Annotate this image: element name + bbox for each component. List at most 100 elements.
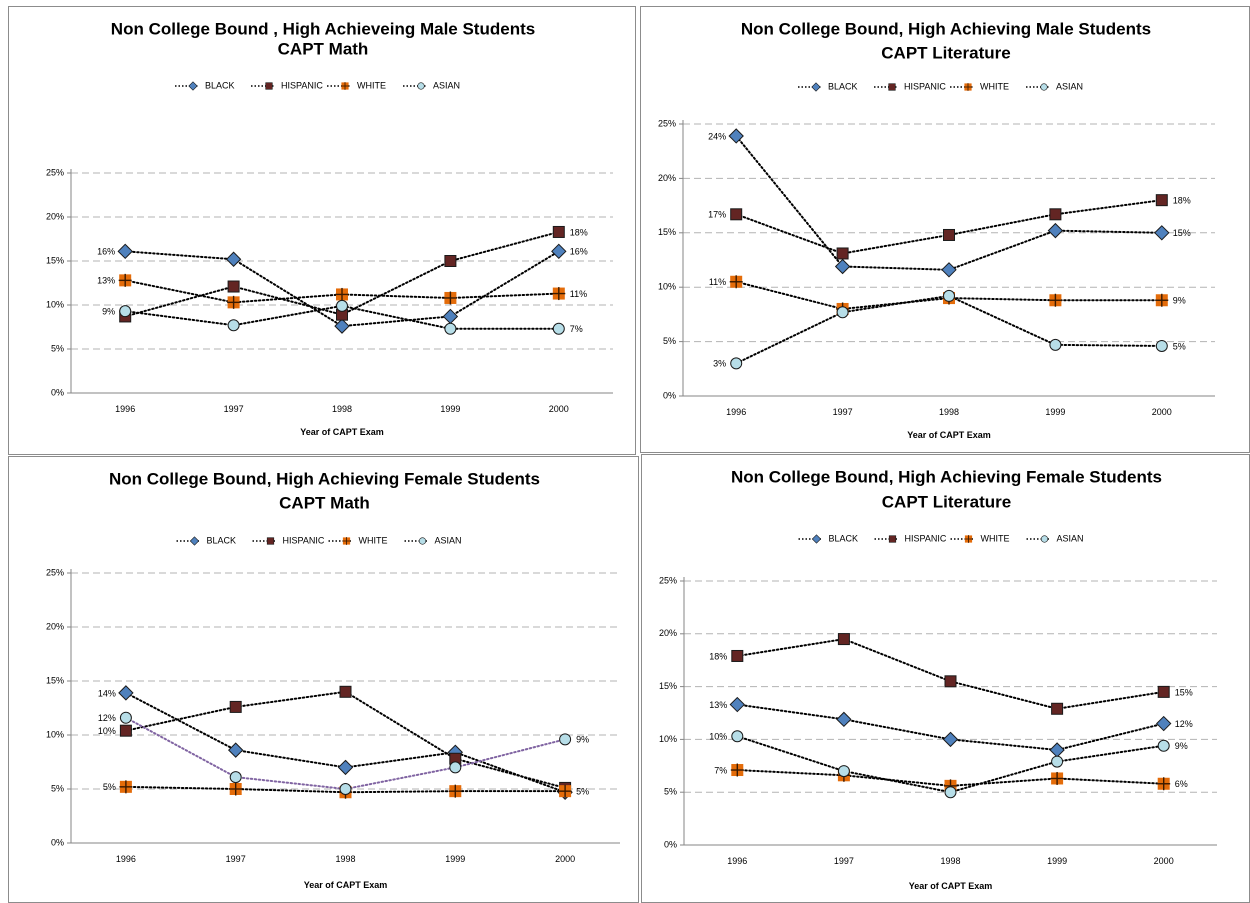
legend-marker-asian [418,537,427,545]
data-label-female-math-black-1996: 14% [98,688,116,698]
legend-marker-hispanic [888,535,897,543]
legend-marker-black [189,536,200,546]
legend-marker-asian [1040,83,1048,91]
legend-marker-hispanic [265,82,273,90]
point-female-literature-hispanic-1996 [731,649,744,662]
point-female-math-black-1997 [227,742,244,758]
chart-panel-male-math: Non College Bound , High Achieveing Male… [8,6,636,455]
data-label-male-math-black-1996: 16% [97,247,115,257]
series-line-male-literature-black [735,134,1163,271]
data-label-female-literature-black-2000: 12% [1175,719,1193,729]
point-female-literature-black-1997 [836,711,852,728]
x-tick-female-literature-2000: 2000 [1154,856,1174,866]
x-axis-title-male-math: Year of CAPT Exam [300,427,384,437]
point-female-math-asian-2000 [559,733,572,746]
x-tick-male-literature-1996: 1996 [726,407,746,417]
legend-label-white: WHITE [981,533,1010,543]
legend-marker-hispanic [888,83,896,91]
series-points-female-math-asian [119,711,572,795]
point-female-math-hispanic-1998 [339,685,352,698]
y-tick-male-literature-3: 15% [658,227,676,237]
point-male-math-black-2000 [551,243,567,260]
data-label-female-literature-white-2000: 6% [1175,779,1188,789]
data-label-male-literature-asian-1996: 3% [713,359,726,369]
y-tick-female-math-5: 25% [46,567,64,577]
legend-item-hispanic: HISPANIC [874,81,946,91]
point-female-literature-black-1998 [942,731,959,748]
x-tick-male-literature-1999: 1999 [1045,407,1065,417]
x-tick-male-math-1997: 1997 [224,404,244,414]
point-female-literature-asian-1998 [944,786,957,799]
chart-female-math: Non College Bound, High Achieving Female… [46,469,620,890]
y-tick-female-math-3: 15% [46,675,64,685]
series-points-male-math-white [118,273,566,309]
point-male-literature-black-1997 [834,258,851,275]
point-male-literature-asian-1997 [836,306,849,319]
point-male-math-black-1999 [442,308,459,325]
legend-item-hispanic: HISPANIC [874,533,947,543]
data-label-male-literature-hispanic-1996: 17% [708,210,726,220]
legend-item-white: WHITE [328,535,388,545]
series-line-male-literature-asian [735,294,1163,365]
point-female-math-asian-1999 [449,761,462,774]
x-tick-male-literature-1997: 1997 [833,407,853,417]
y-tick-female-literature-4: 20% [659,628,677,638]
series-points-female-literature-black [729,696,1172,758]
chart-title-female-literature-line-2: CAPT Literature [882,492,1011,511]
data-label-female-literature-asian-2000: 9% [1175,741,1188,751]
y-tick-female-literature-2: 10% [659,734,677,744]
series-line-female-math-black [124,691,567,794]
legend-label-hispanic: HISPANIC [905,533,947,543]
legend-marker-asian [1040,535,1049,543]
chart-title-male-literature-line-2: CAPT Literature [881,43,1010,62]
point-male-math-asian-1999 [444,322,457,335]
series-points-female-math-hispanic [119,685,572,794]
series-points-male-math-black [117,243,567,334]
data-label-male-math-hispanic-2000: 18% [570,227,588,237]
point-male-math-black-1996 [117,243,133,260]
point-female-literature-hispanic-2000 [1157,685,1170,698]
y-tick-male-math-4: 20% [46,211,64,221]
point-female-literature-black-1999 [1049,742,1065,758]
point-male-literature-hispanic-1996 [730,208,743,221]
chart-title-female-math-line-2: CAPT Math [279,493,370,512]
legend-item-asian: ASIAN [404,535,462,545]
x-tick-male-literature-1998: 1998 [939,407,959,417]
point-male-math-hispanic-1997 [227,280,240,293]
y-tick-male-math-2: 10% [46,299,64,309]
legend-item-asian: ASIAN [1026,533,1084,543]
series-line-female-math-asian [124,716,567,791]
chart-title-male-literature-line-1: Non College Bound, High Achieving Male S… [741,19,1151,38]
x-tick-female-literature-1999: 1999 [1047,856,1067,866]
y-tick-female-literature-5: 25% [659,575,677,585]
legend-label-white: WHITE [980,81,1009,91]
y-tick-male-literature-5: 25% [658,118,676,128]
y-tick-male-math-3: 15% [46,255,64,265]
point-female-literature-black-2000 [1155,715,1172,732]
x-tick-female-literature-1996: 1996 [727,856,747,866]
legend-item-asian: ASIAN [1026,81,1083,91]
y-tick-male-literature-0: 0% [663,390,676,400]
y-tick-female-math-0: 0% [51,837,64,847]
data-label-female-math-asian-1996: 12% [98,713,116,723]
point-female-math-hispanic-1996 [119,724,132,737]
x-axis-title-female-math: Year of CAPT Exam [304,880,388,890]
point-female-math-asian-1997 [229,771,242,784]
chart-title-female-math-line-1: Non College Bound, High Achieving Female… [109,469,540,488]
legend-label-asian: ASIAN [1057,533,1084,543]
chart-title-female-literature-line-1: Non College Bound, High Achieving Female… [731,467,1162,486]
legend-label-asian: ASIAN [1056,81,1083,91]
point-female-literature-hispanic-1997 [837,633,850,646]
point-female-literature-hispanic-1999 [1051,702,1064,715]
point-female-literature-hispanic-1998 [944,675,957,688]
legend-item-white: WHITE [950,81,1009,91]
x-tick-female-math-1998: 1998 [335,854,355,864]
x-tick-female-literature-1998: 1998 [940,856,960,866]
x-tick-male-math-1999: 1999 [440,404,460,414]
legend-item-black: BLACK [798,81,858,92]
legend-item-white: WHITE [327,80,386,90]
data-label-female-literature-hispanic-2000: 15% [1175,687,1193,697]
data-label-female-math-white-2000: 5% [576,787,589,797]
series-points-male-literature-black [728,128,1170,278]
point-female-literature-asian-1996 [731,730,744,743]
